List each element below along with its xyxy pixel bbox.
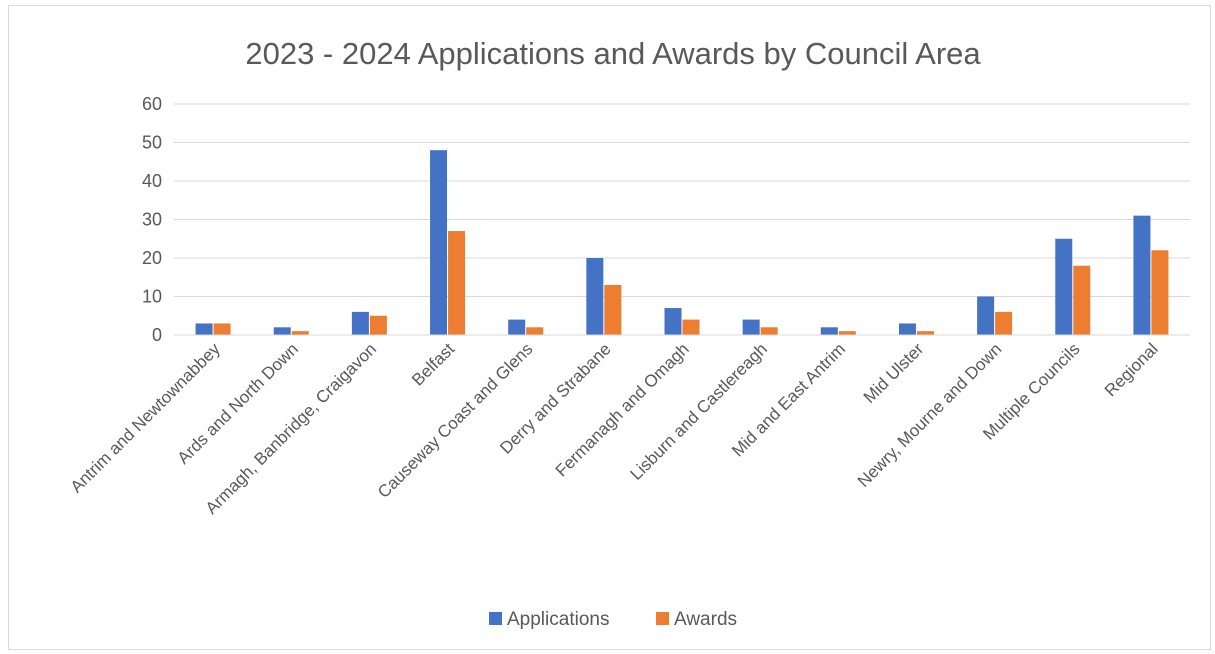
legend-swatch-awards — [656, 612, 669, 625]
x-tick-label: Lisburn and Castlereagh — [627, 339, 771, 483]
bar-applications — [508, 319, 526, 335]
gridlines — [174, 103, 1190, 297]
legend-swatch-applications — [489, 612, 502, 625]
bar-awards — [682, 319, 700, 335]
bar-awards — [213, 323, 231, 335]
y-tick-label: 30 — [142, 210, 162, 230]
legend-label-applications: Applications — [507, 609, 609, 630]
bar-applications — [586, 258, 604, 335]
bars — [195, 150, 1169, 335]
bar-awards — [448, 231, 466, 335]
bar-applications — [430, 150, 448, 335]
y-tick-label: 60 — [142, 94, 162, 114]
bar-awards — [1073, 265, 1091, 335]
bar-applications — [195, 323, 213, 335]
bar-awards — [291, 331, 309, 335]
bar-applications — [1133, 215, 1151, 335]
x-tick-label: Armagh, Banbridge, Craigavon — [202, 339, 380, 517]
bar-awards — [838, 331, 856, 335]
x-tick-label: Belfast — [408, 339, 458, 389]
y-tick-label: 10 — [142, 287, 162, 307]
x-tick-label: Antrim and Newtownabbey — [67, 339, 224, 496]
bar-applications — [898, 323, 916, 335]
bar-awards — [995, 311, 1013, 335]
x-tick-label: Mid Ulster — [860, 339, 928, 407]
bar-applications — [273, 327, 291, 335]
bar-awards — [1151, 250, 1169, 335]
bar-applications — [820, 327, 838, 335]
x-tick-label: Newry, Mourne and Down — [854, 339, 1006, 491]
bar-applications — [977, 296, 995, 335]
x-tick-label: Causeway Coast and Glens — [374, 339, 536, 501]
bar-applications — [1055, 238, 1073, 335]
bar-applications — [664, 308, 682, 335]
y-tick-label: 20 — [142, 248, 162, 268]
bar-awards — [526, 327, 544, 335]
bar-applications — [351, 311, 369, 335]
y-tick-label: 0 — [152, 325, 162, 345]
bar-applications — [742, 319, 760, 335]
x-tick-label: Fermanagh and Omagh — [552, 339, 693, 480]
y-axis-ticks: 0 10 20 30 40 50 60 — [142, 94, 162, 345]
bar-awards — [604, 284, 622, 335]
bar-awards — [760, 327, 778, 335]
y-tick-label: 50 — [142, 133, 162, 153]
legend: Applications Awards — [489, 609, 737, 630]
bar-awards — [916, 331, 934, 335]
bar-awards — [369, 315, 387, 335]
legend-label-awards: Awards — [674, 609, 737, 630]
x-tick-label: Regional — [1101, 339, 1162, 400]
y-tick-label: 40 — [142, 171, 162, 191]
chart-title: 2023 - 2024 Applications and Awards by C… — [245, 36, 981, 71]
